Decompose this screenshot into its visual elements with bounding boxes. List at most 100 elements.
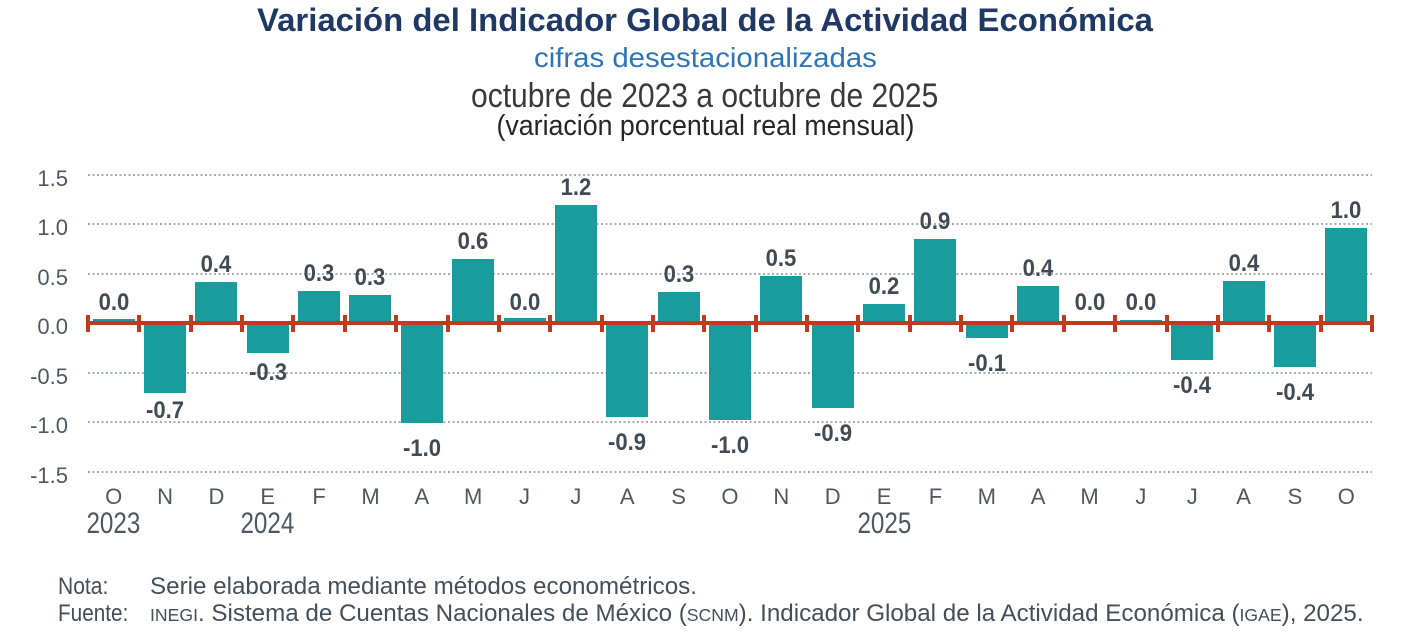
- bar-value-label: 0.2: [868, 272, 900, 300]
- axis-tick: [1267, 314, 1272, 332]
- zero-axis-line: [88, 321, 1372, 326]
- bar-value-label: 0.9: [920, 208, 951, 236]
- bar: [246, 323, 289, 353]
- x-axis-month-label: M: [1080, 484, 1099, 509]
- axis-tick: [1164, 314, 1169, 332]
- x-axis-year-label: 2023: [86, 507, 141, 540]
- bar: [503, 318, 546, 324]
- y-axis-label: 1.5: [37, 165, 68, 191]
- source-label: Fuente:: [58, 599, 129, 627]
- x-axis-month-label: O: [1337, 484, 1355, 509]
- axis-tick: [188, 314, 193, 332]
- x-axis-month-label: F: [312, 484, 326, 509]
- x-axis-month-label: F: [928, 484, 943, 509]
- bar-value-label: 0.0: [1074, 288, 1105, 316]
- bar: [965, 323, 1008, 339]
- bar: [606, 323, 649, 418]
- x-axis-month-label: S: [1287, 484, 1303, 509]
- y-axis-label: 0.0: [37, 314, 68, 340]
- bar-value-label: 0.4: [1228, 249, 1259, 277]
- bar: [452, 259, 495, 324]
- axis-tick: [907, 314, 912, 332]
- x-axis-month-label: A: [619, 484, 635, 509]
- bar: [400, 323, 443, 424]
- chart-units-row: (variación porcentual real mensual): [0, 112, 1410, 141]
- y-axis-label: 1.0: [37, 215, 68, 241]
- gridline: [88, 421, 1372, 424]
- x-axis-month-label: J: [1186, 484, 1198, 509]
- note-text: Serie elaborada mediante métodos economé…: [150, 573, 697, 600]
- x-axis-month-label: M: [464, 484, 483, 509]
- bar: [1325, 228, 1368, 324]
- bar-value-label: 0.6: [457, 228, 489, 256]
- axis-tick: [753, 314, 758, 332]
- axis-tick: [240, 314, 245, 332]
- axis-tick: [805, 314, 810, 332]
- bar-value-label: 0.3: [303, 259, 335, 287]
- axis-tick: [137, 314, 142, 332]
- note-label: Nota:: [58, 573, 109, 600]
- chart-period: octubre de 2023 a octubre de 2025: [471, 77, 939, 115]
- x-axis-month-label: M: [361, 484, 380, 509]
- axis-tick: [959, 314, 964, 332]
- x-axis-month-label: S: [671, 484, 686, 509]
- bar-value-label: 0.0: [1125, 288, 1157, 316]
- y-axis-label: 0.5: [37, 264, 68, 290]
- axis-tick: [1215, 314, 1220, 332]
- gridline: [88, 223, 1372, 226]
- x-axis-year-label: 2025: [857, 507, 911, 540]
- x-axis-month-label: O: [721, 484, 739, 509]
- bar-value-label: -0.4: [1173, 371, 1212, 399]
- bar: [349, 294, 392, 324]
- bar: [195, 281, 238, 324]
- axis-tick: [1010, 314, 1015, 332]
- axis-tick: [856, 314, 861, 332]
- gridline: [88, 470, 1372, 473]
- x-axis-month-label: N: [157, 484, 173, 509]
- bar: [1222, 280, 1265, 324]
- bar: [1017, 285, 1060, 324]
- chart-title: Variación del Indicador Global de la Act…: [257, 2, 1153, 38]
- bar: [1171, 323, 1214, 360]
- y-axis-label: -1.0: [30, 413, 68, 439]
- x-axis-month-label: E: [260, 484, 276, 509]
- x-axis-month-label: E: [876, 484, 892, 509]
- bar: [298, 290, 341, 324]
- x-axis-year-label: 2024: [240, 507, 295, 540]
- axis-tick: [1061, 314, 1066, 332]
- bar: [657, 291, 700, 324]
- x-axis-month-label: D: [824, 484, 841, 509]
- axis-tick: [1113, 314, 1118, 332]
- bar-value-label: -0.7: [145, 397, 185, 425]
- bar-value-label: 0.3: [663, 260, 694, 288]
- bar-value-label: -0.9: [813, 420, 852, 448]
- bar-value-label: -0.3: [248, 358, 287, 386]
- x-axis-month-label: D: [208, 484, 225, 509]
- chart-subtitle: cifras desestacionalizadas: [533, 42, 877, 73]
- x-axis-month-label: O: [105, 484, 123, 509]
- y-axis-label: -0.5: [30, 363, 68, 389]
- bar-value-label: -1.0: [710, 432, 750, 460]
- bar: [811, 323, 854, 409]
- x-axis-month-label: A: [1030, 484, 1046, 509]
- axis-tick: [496, 314, 501, 332]
- x-axis-month-label: J: [519, 484, 531, 509]
- axis-tick: [702, 314, 707, 332]
- chart-subtitle-row: cifras desestacionalizadas: [0, 44, 1410, 72]
- bar-value-label: 0.5: [766, 244, 797, 272]
- chart-title-row: Variación del Indicador Global de la Act…: [0, 4, 1410, 36]
- axis-tick: [650, 314, 655, 332]
- bar-value-label: -0.4: [1275, 378, 1314, 406]
- x-axis-month-label: A: [414, 484, 430, 509]
- bar-value-label: -1.0: [402, 435, 441, 463]
- x-axis-month-label: M: [977, 484, 996, 509]
- bar-value-label: 0.4: [1022, 254, 1054, 282]
- bar-value-label: 0.4: [201, 250, 232, 278]
- bar: [863, 303, 906, 324]
- bar-value-label: 0.0: [509, 288, 540, 316]
- axis-tick: [291, 314, 296, 332]
- axis-tick: [599, 314, 604, 332]
- axis-tick: [1318, 314, 1323, 332]
